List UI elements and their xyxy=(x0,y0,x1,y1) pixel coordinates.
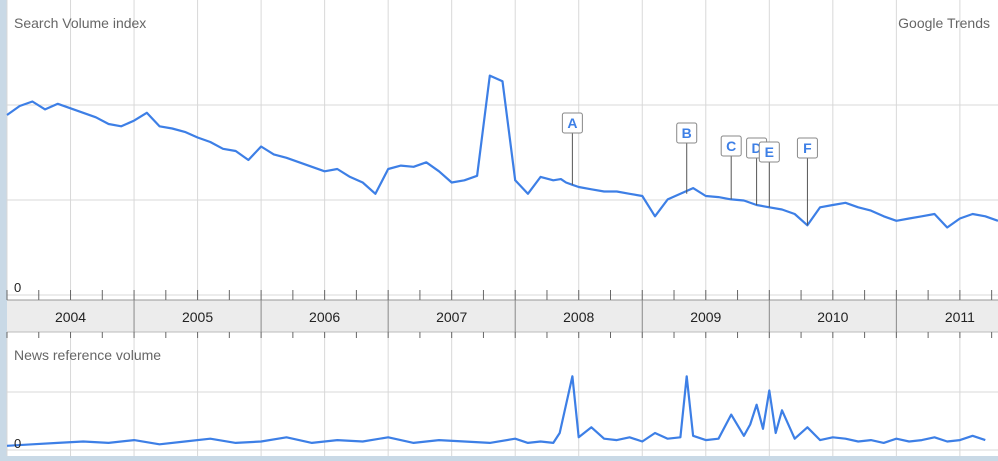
search-volume-title: Search Volume index xyxy=(14,15,146,31)
annotation-label[interactable]: D xyxy=(752,140,762,156)
year-tick-label: 2008 xyxy=(563,309,594,325)
search-volume-zero-label: 0 xyxy=(14,280,21,295)
search-volume-panel xyxy=(7,0,998,300)
news-volume-zero-label: 0 xyxy=(14,436,21,451)
annotation-label[interactable]: F xyxy=(803,140,812,156)
year-tick-label: 2011 xyxy=(945,309,975,325)
annotation-label[interactable]: C xyxy=(726,138,736,154)
annotation-flag-f[interactable] xyxy=(796,137,818,159)
year-tick-label: 2006 xyxy=(309,309,340,325)
annotation-flag-b[interactable] xyxy=(676,122,698,144)
google-trends-brand: Google Trends xyxy=(898,15,990,31)
annotation-flag-e[interactable] xyxy=(758,141,780,163)
news-volume-title: News reference volume xyxy=(14,347,161,363)
time-axis-band xyxy=(7,300,998,332)
news-volume-line xyxy=(6,375,986,447)
year-tick-label: 2009 xyxy=(690,309,721,325)
year-tick-label: 2004 xyxy=(55,309,86,325)
annotation-label[interactable]: B xyxy=(682,125,692,141)
annotation-label[interactable]: A xyxy=(567,115,577,131)
year-tick-label: 2007 xyxy=(436,309,467,325)
annotation-flag-a[interactable] xyxy=(561,112,583,134)
year-tick-label: 2005 xyxy=(182,309,213,325)
year-tick-label: 2010 xyxy=(817,309,848,325)
annotation-flag-c[interactable] xyxy=(720,135,742,157)
search-volume-line xyxy=(6,74,998,229)
annotation-label[interactable]: E xyxy=(765,144,774,160)
